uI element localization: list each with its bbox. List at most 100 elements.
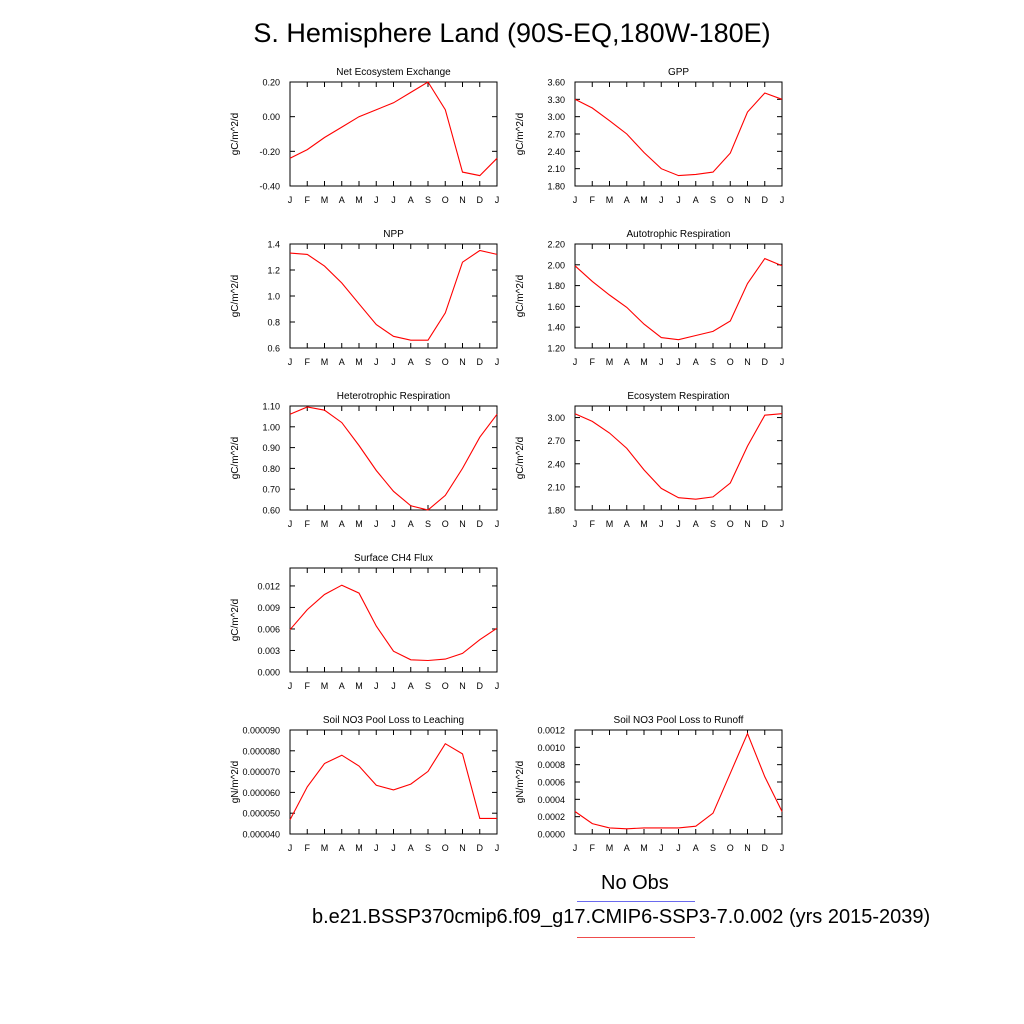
- x-tick-label: J: [676, 357, 681, 367]
- panel-title: Surface CH4 Flux: [354, 553, 433, 564]
- y-tick-label: 3.00: [547, 112, 565, 122]
- x-tick-label: J: [780, 519, 785, 529]
- x-tick-label: M: [640, 519, 648, 529]
- x-tick-label: J: [780, 195, 785, 205]
- x-tick-label: M: [321, 843, 329, 853]
- plot-frame: [289, 405, 498, 511]
- plot-frame: [289, 81, 498, 187]
- y-axis-label: gC/m^2/d: [515, 275, 526, 318]
- panel-title: Autotrophic Respiration: [627, 229, 731, 240]
- x-tick-label: M: [606, 519, 614, 529]
- x-tick-label: O: [442, 357, 449, 367]
- x-tick-label: D: [762, 519, 769, 529]
- x-tick-label: J: [288, 195, 293, 205]
- y-tick-label: 2.40: [547, 459, 565, 469]
- x-tick-label: J: [495, 681, 500, 691]
- x-tick-label: F: [590, 843, 596, 853]
- x-tick-label: M: [321, 357, 329, 367]
- x-tick-label: J: [391, 681, 396, 691]
- x-tick-label: D: [477, 843, 484, 853]
- legend-obs-label: No Obs: [601, 872, 669, 894]
- x-tick-label: A: [339, 357, 345, 367]
- y-tick-label: 0.8: [267, 318, 280, 328]
- y-tick-label: 0.00: [262, 112, 280, 122]
- x-tick-label: A: [693, 357, 699, 367]
- x-tick-label: J: [495, 195, 500, 205]
- y-tick-label: 0.000: [257, 668, 280, 678]
- x-tick-label: A: [693, 195, 699, 205]
- series-line: [289, 249, 498, 341]
- x-tick-label: S: [710, 357, 716, 367]
- x-tick-label: A: [339, 519, 345, 529]
- x-tick-label: M: [321, 681, 329, 691]
- x-tick-label: J: [391, 357, 396, 367]
- y-tick-label: 0.000060: [242, 788, 280, 798]
- y-tick-label: 0.006: [257, 624, 280, 634]
- series-line: [574, 92, 783, 177]
- x-tick-label: M: [321, 195, 329, 205]
- x-tick-label: J: [573, 195, 578, 205]
- x-tick-label: F: [305, 843, 311, 853]
- y-tick-label: 2.20: [547, 240, 565, 250]
- y-tick-label: -0.40: [259, 182, 280, 192]
- x-tick-label: S: [425, 843, 431, 853]
- x-tick-label: N: [744, 195, 751, 205]
- x-tick-label: N: [744, 357, 751, 367]
- panel-title: GPP: [668, 67, 689, 78]
- x-tick-label: S: [425, 519, 431, 529]
- x-tick-label: O: [727, 357, 734, 367]
- panel-title: Soil NO3 Pool Loss to Runoff: [614, 715, 744, 726]
- plot-frame: [289, 567, 498, 673]
- x-tick-label: M: [640, 357, 648, 367]
- y-axis-label: gC/m^2/d: [230, 437, 241, 480]
- panel-title: Ecosystem Respiration: [627, 391, 729, 402]
- y-tick-label: 0.000040: [242, 830, 280, 840]
- y-tick-label: 1.4: [267, 240, 280, 250]
- y-tick-label: 0.0008: [537, 760, 565, 770]
- x-tick-label: M: [355, 357, 363, 367]
- x-tick-label: M: [606, 357, 614, 367]
- x-tick-label: A: [693, 843, 699, 853]
- x-tick-label: F: [305, 681, 311, 691]
- y-tick-label: -0.20: [259, 147, 280, 157]
- plot-frame: [574, 81, 783, 187]
- series-line: [574, 732, 783, 830]
- x-tick-label: J: [374, 357, 379, 367]
- y-tick-label: 0.6: [267, 344, 280, 354]
- x-tick-label: J: [676, 195, 681, 205]
- plot-frame: [574, 729, 783, 835]
- x-tick-label: O: [727, 843, 734, 853]
- x-tick-label: O: [442, 681, 449, 691]
- x-tick-label: J: [573, 519, 578, 529]
- legend-model-label: b.e21.BSSP370cmip6.f09_g17.CMIP6-SSP3-7.…: [312, 906, 931, 928]
- y-tick-label: 0.80: [262, 464, 280, 474]
- plot-frame: [574, 405, 783, 511]
- y-axis-label: gC/m^2/d: [230, 599, 241, 642]
- x-tick-label: J: [676, 519, 681, 529]
- y-tick-label: 0.003: [257, 646, 280, 656]
- y-tick-label: 0.0010: [537, 743, 565, 753]
- x-tick-label: F: [305, 195, 311, 205]
- y-tick-label: 0.90: [262, 443, 280, 453]
- x-tick-label: J: [288, 357, 293, 367]
- y-axis-label: gC/m^2/d: [230, 275, 241, 318]
- x-tick-label: D: [477, 519, 484, 529]
- x-tick-label: O: [442, 195, 449, 205]
- x-tick-label: N: [744, 519, 751, 529]
- y-tick-label: 0.000080: [242, 746, 280, 756]
- x-tick-label: J: [573, 843, 578, 853]
- y-tick-label: 3.00: [547, 413, 565, 423]
- y-tick-label: 1.20: [547, 344, 565, 354]
- x-tick-label: J: [288, 843, 293, 853]
- x-tick-label: D: [477, 357, 484, 367]
- y-tick-label: 1.80: [547, 506, 565, 516]
- y-tick-label: 1.10: [262, 402, 280, 412]
- y-axis-label: gC/m^2/d: [515, 113, 526, 156]
- x-tick-label: M: [355, 843, 363, 853]
